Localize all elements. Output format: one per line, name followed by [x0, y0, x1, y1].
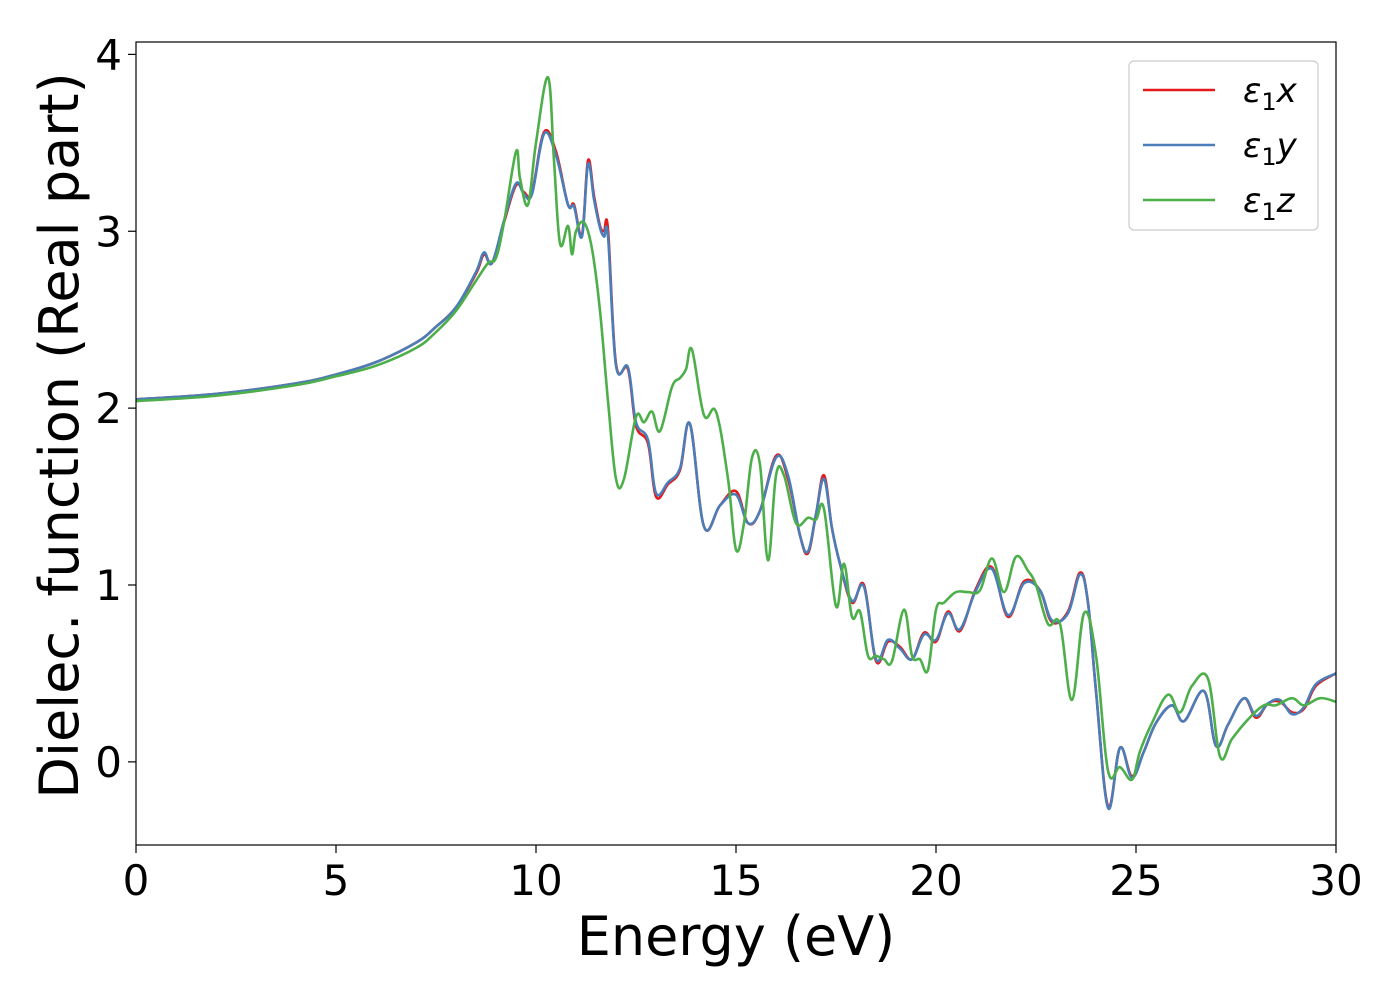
- legend-label-main: ε: [1243, 181, 1261, 221]
- legend-item-x: ε1x: [1143, 71, 1298, 116]
- y-axis-ticks: 0 1 2 3 4: [95, 30, 136, 787]
- y-axis-label: Dielec. function (Real part): [28, 72, 91, 798]
- y-tick-label: 1: [95, 561, 122, 610]
- y-tick-label: 3: [95, 207, 122, 256]
- legend-box: [1128, 60, 1319, 231]
- series-line-y: [136, 131, 1336, 811]
- legend-label-main: ε: [1243, 126, 1261, 166]
- legend-label-main: ε: [1243, 71, 1261, 111]
- legend-label-var: z: [1276, 181, 1296, 221]
- x-tick-label: 5: [323, 856, 350, 905]
- x-tick-label: 15: [709, 856, 762, 905]
- x-tick-label: 25: [1109, 856, 1162, 905]
- legend-label: ε1y: [1243, 126, 1298, 171]
- y-tick-label: 0: [95, 738, 122, 787]
- legend-label-sub: 1: [1261, 143, 1276, 171]
- x-tick-label: 20: [909, 856, 962, 905]
- legend-label: ε1z: [1243, 181, 1296, 226]
- series-layer: [136, 76, 1336, 811]
- legend-label-var: x: [1276, 71, 1298, 111]
- series-line-z: [136, 76, 1336, 782]
- x-tick-label: 10: [509, 856, 562, 905]
- x-tick-label: 30: [1309, 856, 1362, 905]
- legend-label-sub: 1: [1261, 88, 1276, 116]
- legend-item-y: ε1y: [1143, 126, 1298, 171]
- y-tick-label: 2: [95, 384, 122, 433]
- legend-label-var: y: [1276, 126, 1298, 166]
- x-axis-label: Energy (eV): [577, 905, 896, 968]
- legend-label: ε1x: [1243, 71, 1298, 116]
- x-axis-ticks: 0 5 10 15 20 25 30: [123, 845, 1363, 905]
- legend-item-z: ε1z: [1143, 181, 1296, 226]
- x-tick-label: 0: [123, 856, 150, 905]
- y-tick-label: 4: [95, 30, 122, 79]
- legend-label-sub: 1: [1261, 198, 1276, 226]
